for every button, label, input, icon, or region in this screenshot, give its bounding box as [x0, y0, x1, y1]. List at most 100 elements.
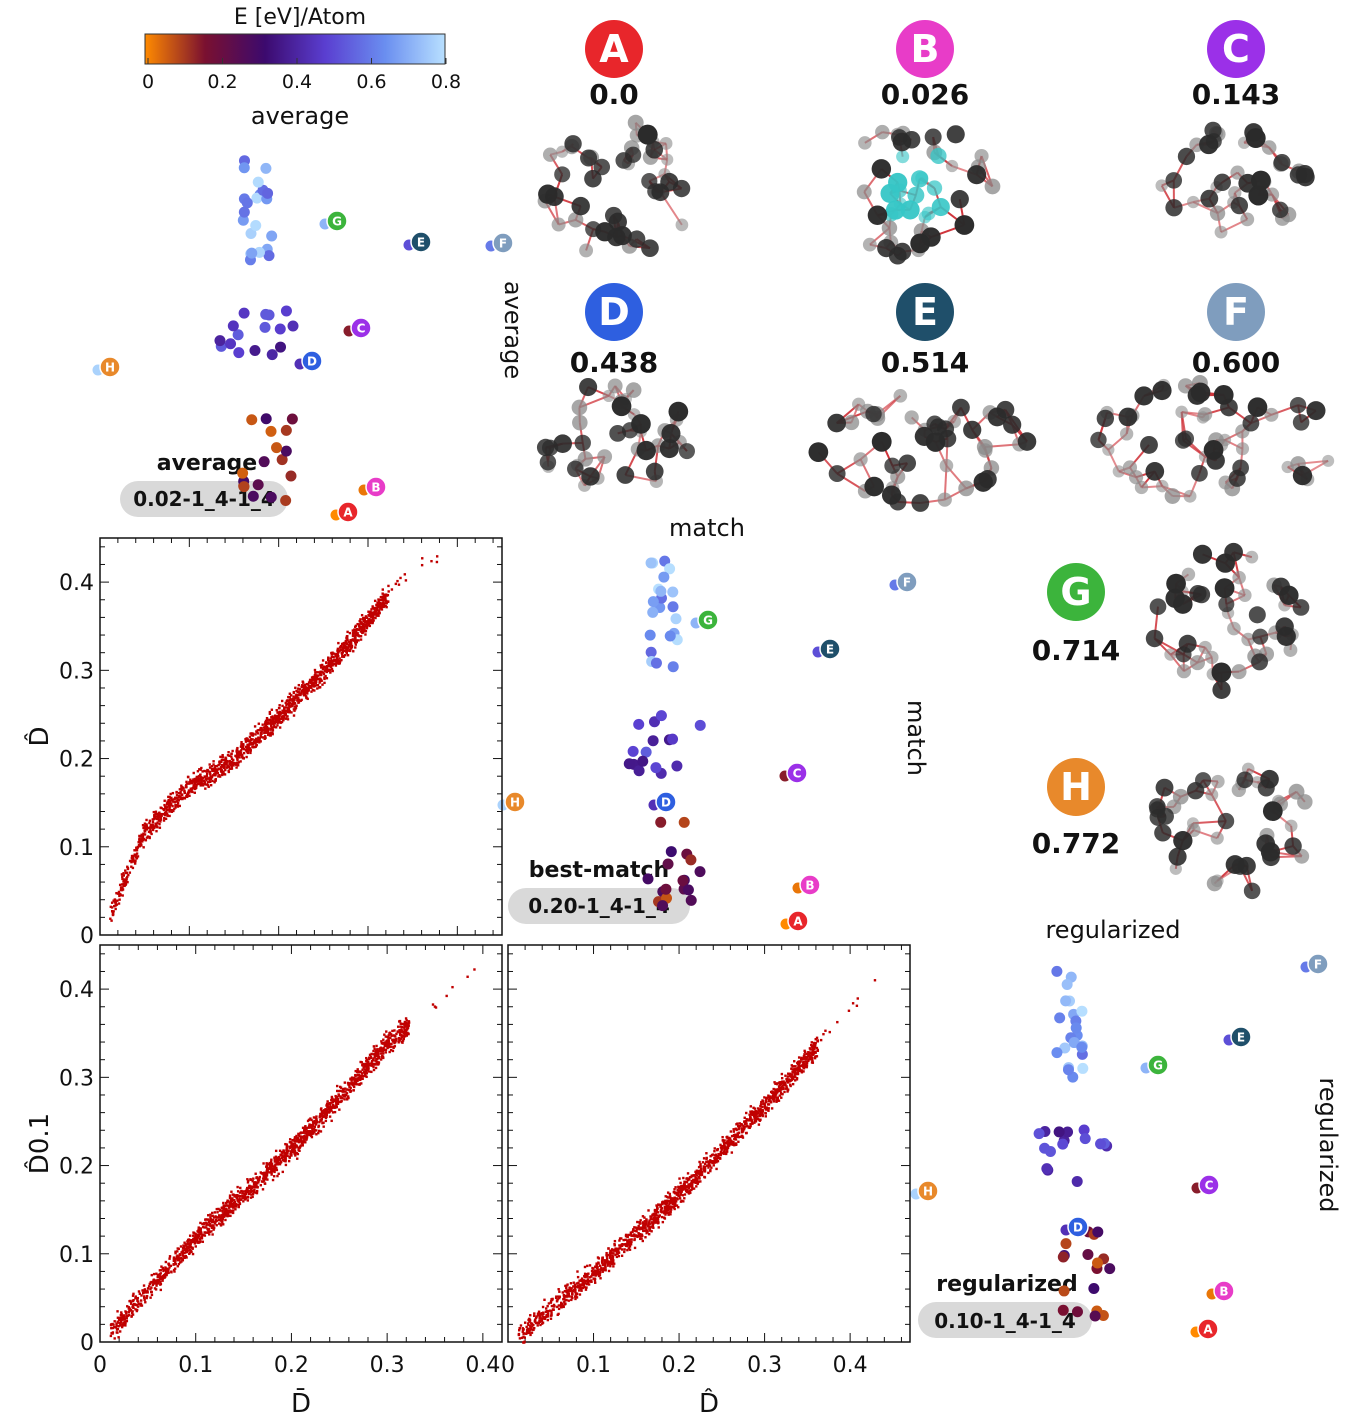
scatter-point — [246, 1178, 249, 1181]
scatter-point — [329, 661, 332, 664]
scatter-point — [402, 1023, 406, 1026]
scatter-point — [276, 1174, 279, 1178]
scatter-point — [307, 1125, 311, 1128]
scatter-point — [254, 737, 258, 741]
structure-energy: 0.714 — [1032, 634, 1121, 667]
map-point — [644, 629, 656, 641]
scatter-point — [197, 775, 200, 779]
scatter-point — [330, 651, 333, 655]
scatter-point — [157, 1278, 160, 1282]
scatter-point — [286, 706, 290, 709]
scatter-point — [132, 1298, 135, 1302]
scatter-point — [361, 625, 364, 628]
scatter-point — [315, 1115, 318, 1118]
scatter-point — [207, 785, 210, 789]
scatter-point — [271, 732, 274, 736]
scatter-point — [209, 773, 212, 776]
scatter-point — [240, 741, 243, 744]
scatter-point — [171, 804, 174, 808]
map-point — [1104, 1263, 1116, 1275]
scatter-point — [304, 1135, 307, 1139]
scatter-point — [430, 559, 433, 563]
scatter-point — [521, 1330, 524, 1333]
carbon-atom — [572, 414, 588, 431]
scatter-point — [374, 606, 378, 610]
scatter-point — [332, 655, 335, 659]
map-marker-letter: A — [1203, 1323, 1213, 1337]
scatter-point — [159, 1275, 162, 1278]
scatter-point — [286, 718, 290, 721]
scatter-point — [145, 827, 149, 831]
scatter-point — [200, 780, 203, 783]
carbon-atom — [564, 135, 582, 153]
map-point — [263, 250, 275, 262]
scatter-point — [387, 590, 390, 593]
map-point — [1051, 965, 1063, 977]
scatter-point — [301, 684, 304, 687]
structure-e: E0.514 — [808, 283, 1037, 512]
carbon-atom — [896, 150, 910, 164]
map-point — [285, 470, 297, 482]
scatter-point — [401, 1039, 405, 1042]
map-point — [655, 816, 667, 828]
scatter-point — [365, 1058, 369, 1061]
x-tick-label: 0.2 — [662, 1353, 697, 1378]
scatter-point — [164, 1266, 167, 1269]
scatter-point — [271, 1168, 274, 1172]
scatter-point — [215, 1223, 218, 1227]
map-point — [1060, 1238, 1072, 1250]
scatter-point — [248, 1186, 252, 1189]
scatter-point — [183, 1256, 186, 1259]
scatter-point — [292, 691, 296, 695]
map-marker-f — [1307, 953, 1329, 975]
scatter-point — [122, 884, 126, 887]
scatter-point — [121, 875, 124, 879]
scatter-point — [117, 1318, 121, 1322]
scatter-point — [138, 844, 142, 848]
scatter-point — [304, 1125, 307, 1128]
scatter-point — [356, 1079, 359, 1082]
scatter-point — [405, 1019, 408, 1022]
scatter-point — [372, 1065, 375, 1069]
colorbar-tick-label: 0 — [142, 71, 154, 93]
scatter-point — [359, 634, 362, 638]
scatter-point — [201, 1240, 205, 1243]
scatter-point — [284, 701, 287, 705]
scatter-point — [284, 1158, 287, 1162]
scatter-point — [158, 1278, 162, 1281]
scatter-point — [222, 1212, 225, 1215]
scatter-point — [274, 720, 277, 724]
scatter-point — [224, 758, 228, 762]
carbon-atom — [967, 165, 987, 185]
scatter-point — [147, 830, 151, 833]
scatter-point — [375, 1049, 378, 1052]
carbon-atom — [1273, 154, 1291, 172]
scatter-point — [149, 823, 153, 827]
scatter-point — [391, 1039, 395, 1042]
carbon-atom — [945, 159, 959, 173]
map-point — [232, 329, 244, 341]
scatter-point — [163, 811, 167, 815]
scatter-point — [301, 1135, 304, 1139]
scatter-point — [278, 704, 281, 707]
scatter-point — [267, 722, 271, 725]
scatter-point — [195, 779, 198, 782]
structure-h: H0.772 — [1032, 758, 1313, 900]
scatter-point — [308, 686, 312, 689]
plot-frame — [99, 944, 503, 1343]
scatter-point — [354, 1069, 357, 1073]
scatter-point — [386, 1040, 389, 1044]
scatter-point — [246, 751, 250, 755]
carbon-atom — [984, 178, 1001, 195]
scatter-point — [212, 1220, 215, 1224]
scatter-point — [152, 1282, 156, 1285]
map-marker-letter: D — [661, 796, 671, 810]
scatter-point — [335, 1103, 338, 1106]
carbon-atom — [1260, 842, 1281, 862]
scatter-point — [298, 691, 301, 694]
scatter-point — [238, 1198, 242, 1202]
scatter-point — [313, 689, 316, 692]
scatter-point — [251, 734, 255, 737]
scatter-point — [227, 1204, 230, 1207]
scatter-point — [238, 1197, 241, 1200]
